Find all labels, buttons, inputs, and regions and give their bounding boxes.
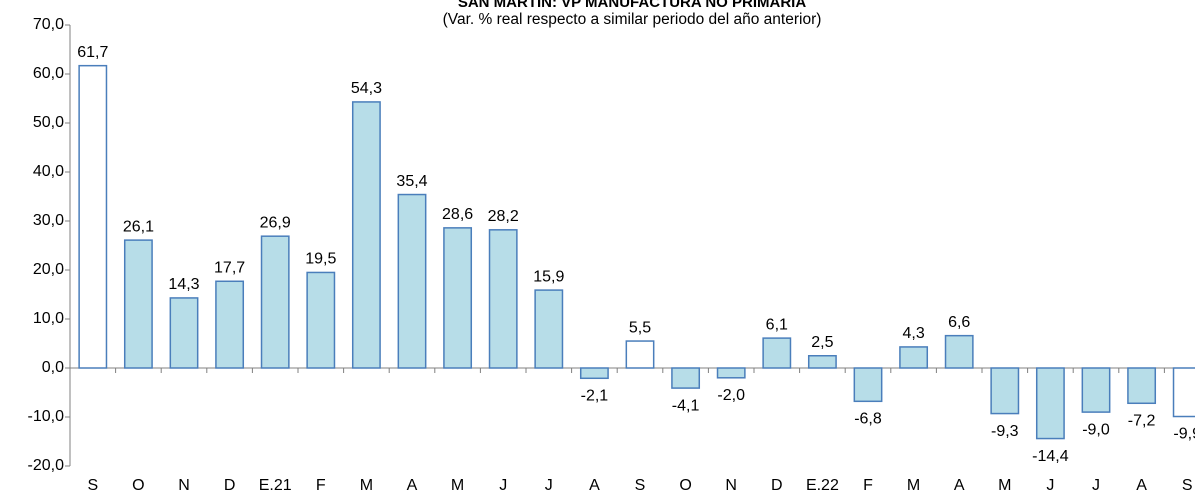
- bar: [534, 289, 564, 369]
- bar: [762, 337, 792, 369]
- bar: [169, 297, 199, 369]
- bar: [260, 235, 290, 369]
- bar: [306, 271, 336, 369]
- bar: [579, 367, 609, 380]
- bar: [716, 367, 746, 379]
- bar: [443, 227, 473, 369]
- value-label: -14,4: [1032, 448, 1069, 465]
- x-tick-label: A: [407, 477, 418, 494]
- x-tick-label: D: [771, 477, 783, 494]
- y-tick-label: 30,0: [33, 212, 64, 229]
- bar: [1035, 367, 1065, 440]
- y-tick-label: 10,0: [33, 310, 64, 327]
- bar: [990, 367, 1020, 415]
- value-label: 6,6: [948, 314, 970, 331]
- value-label: 15,9: [533, 268, 564, 285]
- value-label: -9,9: [1173, 426, 1195, 443]
- y-tick-label: 0,0: [42, 359, 64, 376]
- bar: [78, 64, 108, 369]
- value-label: 35,4: [396, 173, 427, 190]
- bar: [351, 101, 381, 369]
- value-label: 26,9: [260, 214, 291, 231]
- value-label: 4,3: [902, 325, 924, 342]
- value-label: 28,2: [488, 208, 519, 225]
- value-label: 19,5: [305, 251, 336, 268]
- bar: [123, 239, 153, 369]
- x-tick-label: M: [451, 477, 464, 494]
- value-label: -2,0: [717, 387, 745, 404]
- bar: [625, 340, 655, 369]
- y-tick-label: 50,0: [33, 114, 64, 131]
- x-tick-label: J: [1046, 477, 1054, 494]
- x-tick-label: E.22: [806, 477, 839, 494]
- x-tick-label: O: [679, 477, 691, 494]
- x-tick-label: S: [1182, 477, 1193, 494]
- x-tick-label: D: [224, 477, 236, 494]
- x-tick-label: F: [863, 477, 873, 494]
- value-label: -2,1: [581, 388, 609, 405]
- value-label: -6,8: [854, 411, 882, 428]
- value-label: 61,7: [77, 44, 108, 61]
- bar: [807, 355, 837, 369]
- value-label: 2,5: [811, 334, 833, 351]
- value-label: 26,1: [123, 218, 154, 235]
- x-tick-label: M: [360, 477, 373, 494]
- x-tick-label: A: [1136, 477, 1147, 494]
- y-tick-label: 70,0: [33, 16, 64, 33]
- value-label: -9,3: [991, 423, 1019, 440]
- value-label: -7,2: [1128, 412, 1156, 429]
- y-tick-label: -10,0: [28, 408, 65, 425]
- x-tick-label: E.21: [259, 477, 292, 494]
- x-tick-label: A: [954, 477, 965, 494]
- x-tick-label: S: [635, 477, 646, 494]
- value-label: -4,1: [672, 397, 700, 414]
- bar: [1081, 367, 1111, 413]
- value-label: 17,7: [214, 259, 245, 276]
- y-tick-label: -20,0: [28, 457, 65, 474]
- value-label: 54,3: [351, 80, 382, 97]
- chart-subtitle: (Var. % real respecto a similar periodo …: [443, 11, 822, 28]
- x-tick-label: N: [178, 477, 190, 494]
- value-label: 28,6: [442, 206, 473, 223]
- x-tick-label: S: [87, 477, 98, 494]
- bar: [853, 367, 883, 403]
- bar: [1172, 367, 1195, 418]
- y-tick-label: 20,0: [33, 261, 64, 278]
- value-label: 6,1: [766, 316, 788, 333]
- bar: [671, 367, 701, 389]
- value-label: 5,5: [629, 319, 651, 336]
- chart-title: SAN MARTIN: VP MANUFACTURA NO PRIMARIA: [458, 0, 806, 11]
- value-label: -9,0: [1082, 421, 1110, 438]
- x-tick-label: A: [589, 477, 600, 494]
- bar: [899, 346, 929, 369]
- value-label: 14,3: [168, 276, 199, 293]
- x-tick-label: M: [907, 477, 920, 494]
- x-tick-label: O: [132, 477, 144, 494]
- x-tick-label: J: [545, 477, 553, 494]
- y-tick-label: 40,0: [33, 163, 64, 180]
- x-tick-label: J: [1092, 477, 1100, 494]
- x-tick-label: N: [725, 477, 737, 494]
- bar: [488, 229, 518, 369]
- bar: [944, 334, 974, 369]
- bar: [215, 280, 245, 369]
- y-tick-label: 60,0: [33, 65, 64, 82]
- x-tick-label: M: [998, 477, 1011, 494]
- x-tick-label: J: [499, 477, 507, 494]
- x-tick-label: F: [316, 477, 326, 494]
- bar: [1127, 367, 1157, 405]
- bar: [397, 193, 427, 369]
